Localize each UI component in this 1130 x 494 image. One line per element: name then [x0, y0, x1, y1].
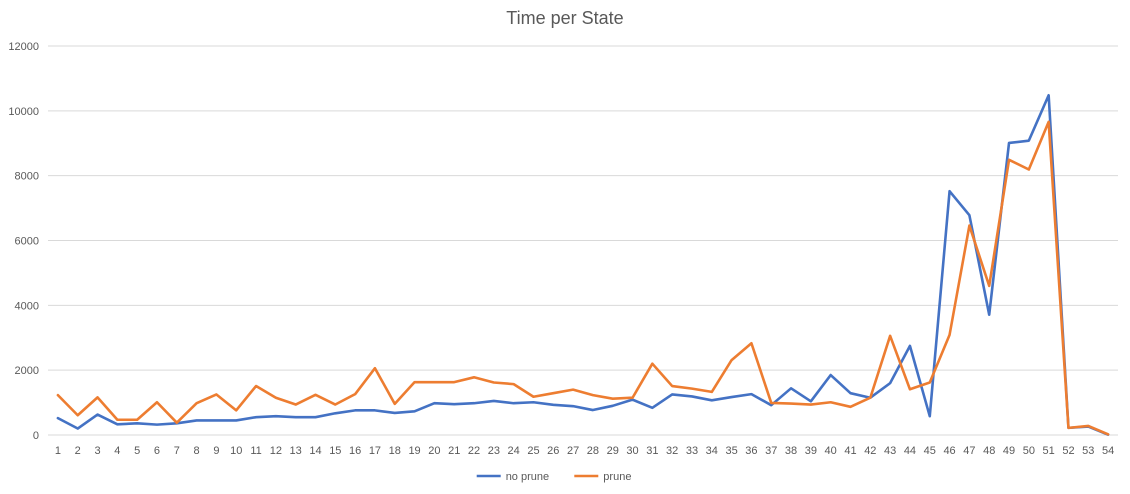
x-tick-label: 35: [725, 445, 737, 457]
x-tick-label: 31: [646, 445, 658, 457]
x-tick-label: 43: [884, 445, 896, 457]
x-tick-label: 37: [765, 445, 777, 457]
x-tick-label: 19: [408, 445, 420, 457]
x-tick-label: 48: [983, 445, 995, 457]
y-tick-label: 2000: [15, 365, 39, 377]
y-tick-label: 10000: [8, 106, 39, 118]
x-tick-label: 20: [428, 445, 440, 457]
x-tick-label: 30: [626, 445, 638, 457]
x-tick-label: 41: [844, 445, 856, 457]
x-tick-label: 25: [527, 445, 539, 457]
x-tick-label: 40: [825, 445, 837, 457]
x-tick-label: 9: [213, 445, 219, 457]
x-tick-label: 36: [745, 445, 757, 457]
x-tick-label: 52: [1062, 445, 1074, 457]
x-tick-label: 42: [864, 445, 876, 457]
x-tick-label: 2: [75, 445, 81, 457]
x-tick-label: 13: [290, 445, 302, 457]
x-tick-label: 5: [134, 445, 140, 457]
x-tick-label: 44: [904, 445, 916, 457]
x-tick-label: 26: [547, 445, 559, 457]
x-tick-label: 47: [963, 445, 975, 457]
x-tick-label: 8: [194, 445, 200, 457]
x-tick-label: 17: [369, 445, 381, 457]
x-tick-label: 49: [1003, 445, 1015, 457]
x-tick-label: 28: [587, 445, 599, 457]
x-tick-label: 29: [607, 445, 619, 457]
legend-label-no-prune: no prune: [506, 471, 549, 483]
y-tick-label: 6000: [15, 236, 39, 248]
x-tick-label: 6: [154, 445, 160, 457]
x-tick-label: 54: [1102, 445, 1114, 457]
x-tick-label: 14: [309, 445, 321, 457]
x-tick-label: 39: [805, 445, 817, 457]
x-tick-label: 4: [114, 445, 120, 457]
x-tick-label: 50: [1023, 445, 1035, 457]
x-tick-label: 15: [329, 445, 341, 457]
x-tick-label: 22: [468, 445, 480, 457]
x-tick-label: 11: [250, 445, 261, 457]
x-tick-label: 23: [488, 445, 500, 457]
x-tick-label: 46: [943, 445, 955, 457]
x-tick-label: 21: [448, 445, 460, 457]
x-tick-label: 53: [1082, 445, 1094, 457]
x-tick-label: 38: [785, 445, 797, 457]
x-tick-label: 34: [706, 445, 718, 457]
x-tick-label: 27: [567, 445, 579, 457]
x-tick-label: 16: [349, 445, 361, 457]
x-tick-label: 12: [270, 445, 282, 457]
x-tick-label: 45: [924, 445, 936, 457]
series-line-no-prune: [56, 93, 1110, 436]
x-tick-label: 32: [666, 445, 678, 457]
y-tick-label: 0: [33, 430, 39, 442]
x-tick-label: 10: [230, 445, 242, 457]
y-tick-label: 4000: [15, 300, 39, 312]
y-tick-label: 8000: [15, 171, 39, 183]
x-tick-label: 7: [174, 445, 180, 457]
x-tick-label: 18: [389, 445, 401, 457]
x-tick-label: 3: [94, 445, 100, 457]
x-tick-label: 33: [686, 445, 698, 457]
chart-title: Time per State: [506, 8, 624, 28]
x-tick-label: 1: [55, 445, 61, 457]
series-line-prune: [56, 120, 1110, 436]
x-tick-label: 51: [1043, 445, 1055, 457]
y-tick-label: 12000: [8, 41, 39, 53]
legend-label-prune: prune: [603, 471, 631, 483]
x-tick-label: 24: [508, 445, 520, 457]
